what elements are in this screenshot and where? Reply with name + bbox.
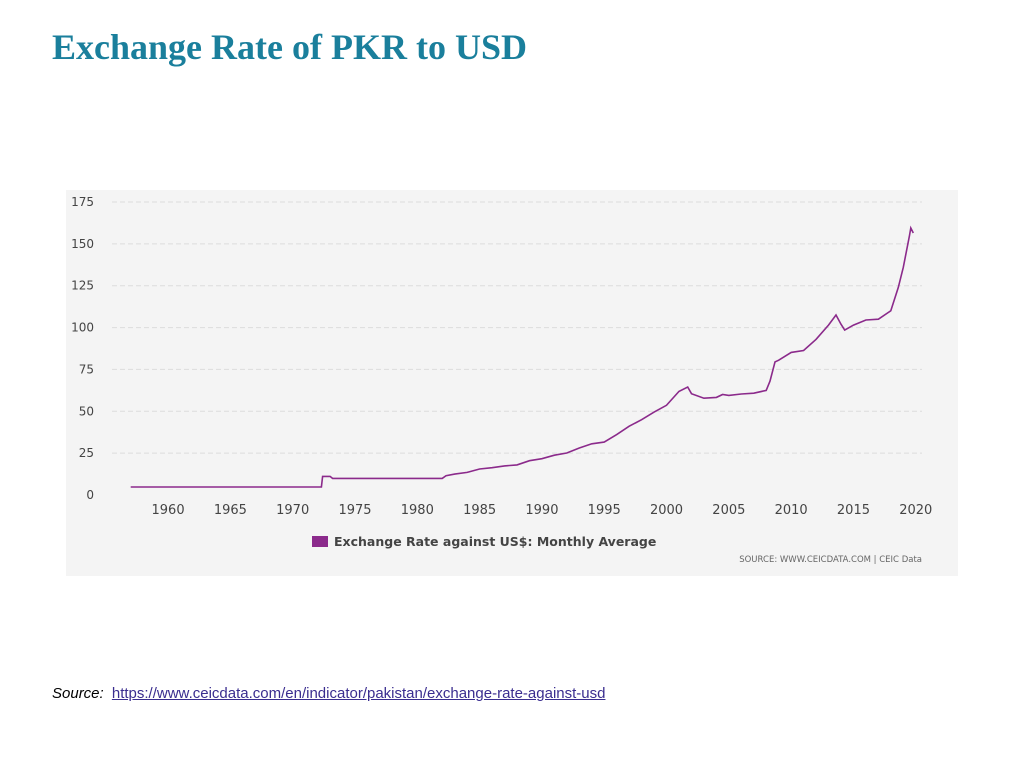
y-tick-label: 0	[86, 488, 94, 502]
legend-swatch	[312, 536, 328, 547]
source-link[interactable]: https://www.ceicdata.com/en/indicator/pa…	[111, 685, 606, 702]
source-line: Source: https://www.ceicdata.com/en/indi…	[52, 685, 605, 702]
x-tick-label: 1980	[401, 503, 434, 518]
x-tick-label: 1965	[214, 503, 247, 518]
x-tick-label: 2010	[775, 503, 808, 518]
legend-label: Exchange Rate against US$: Monthly Avera…	[334, 534, 656, 549]
grid-lines	[112, 201, 922, 454]
page-title: Exchange Rate of PKR to USD	[52, 27, 527, 67]
x-tick-label: 1960	[152, 503, 185, 518]
chart-panel: 0 25 50 75 100 125 150 175 1960 1965 1970 1975 1980…	[66, 190, 958, 576]
y-tick-label: 175	[71, 195, 94, 209]
x-tick-label: 1975	[338, 503, 371, 518]
y-tick-label: 125	[71, 279, 94, 293]
y-tick-label: 75	[79, 362, 94, 376]
x-tick-label: 1995	[588, 503, 621, 518]
chart-source-note: SOURCE: WWW.CEICDATA.COM | CEIC Data	[739, 555, 922, 565]
x-tick-label: 2015	[837, 503, 870, 518]
y-tick-label: 100	[71, 321, 94, 335]
x-tick-label: 2000	[650, 503, 683, 518]
source-label: Source:	[52, 685, 104, 702]
x-tick-label: 1990	[525, 503, 558, 518]
x-tick-label: 1970	[276, 503, 309, 518]
exchange-rate-chart: 0 25 50 75 100 125 150 175 1960 1965 1970 1975 1980…	[71, 195, 933, 565]
x-tick-label: 1985	[463, 503, 496, 518]
y-tick-label: 150	[71, 237, 94, 251]
x-axis-ticks: 1960 1965 1970 1975 1980 1985 1990 1995 2000 2005…	[152, 503, 933, 518]
x-tick-label: 2020	[899, 503, 932, 518]
x-tick-label: 2005	[712, 503, 745, 518]
y-tick-label: 25	[79, 446, 94, 460]
series-line	[130, 225, 915, 488]
y-tick-label: 50	[79, 404, 94, 418]
y-axis-ticks: 0 25 50 75 100 125 150 175	[71, 195, 94, 502]
